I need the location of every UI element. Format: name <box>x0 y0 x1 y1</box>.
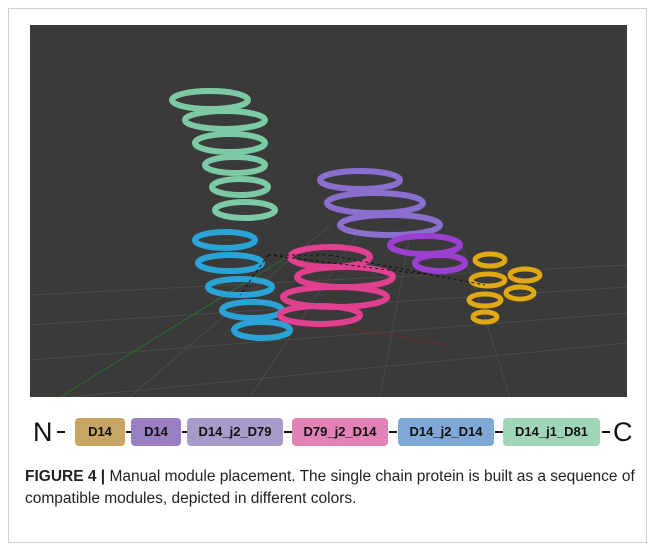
module: D14_j2_D79 <box>187 418 283 446</box>
helix-module-green <box>169 88 278 221</box>
chain-start: N <box>33 417 53 447</box>
module: D14 <box>131 418 181 446</box>
module: D14_j1_D81 <box>503 418 600 446</box>
link <box>389 431 397 433</box>
helix-module-yellow <box>466 251 543 325</box>
module: D79_j2_D14 <box>292 418 388 446</box>
helix-module-purple <box>317 168 468 274</box>
caption-text: Manual module placement. The single chai… <box>25 468 635 507</box>
link <box>602 431 610 433</box>
viewport-background <box>30 25 627 397</box>
link <box>495 431 503 433</box>
module: D14_j2_D14 <box>398 418 494 446</box>
figure-caption: FIGURE 4 | Manual module placement. The … <box>25 466 640 510</box>
link <box>284 431 292 433</box>
link <box>57 431 65 433</box>
caption-label: FIGURE 4 | <box>25 468 106 485</box>
module-links <box>239 254 486 296</box>
chain-end: C <box>613 417 633 447</box>
figure-frame <box>8 8 647 543</box>
structure-render <box>30 25 627 397</box>
link <box>126 431 134 433</box>
helix-module-pink <box>277 244 396 327</box>
link <box>182 431 190 433</box>
module-chain: N D14 D14 D14_j2_D79 D79_j2_D14 D14_j2_D… <box>30 415 633 449</box>
module: D14 <box>75 418 125 446</box>
